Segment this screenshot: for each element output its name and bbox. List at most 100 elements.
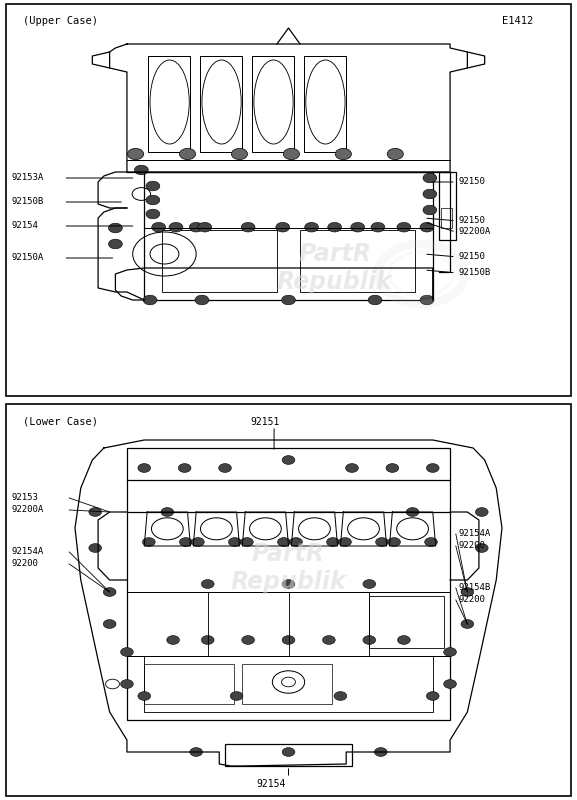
Circle shape xyxy=(228,538,241,546)
Circle shape xyxy=(201,635,214,645)
Circle shape xyxy=(335,149,351,160)
Text: 92200: 92200 xyxy=(12,559,39,569)
Circle shape xyxy=(179,149,196,160)
Circle shape xyxy=(89,508,102,517)
Circle shape xyxy=(108,239,122,249)
Bar xyxy=(225,744,352,766)
Circle shape xyxy=(278,538,290,546)
Circle shape xyxy=(334,691,347,701)
Bar xyxy=(144,656,433,712)
Text: PartR
Republik: PartR Republik xyxy=(231,542,346,594)
Circle shape xyxy=(146,210,160,218)
Circle shape xyxy=(425,538,437,546)
Circle shape xyxy=(178,464,191,472)
Bar xyxy=(144,664,234,704)
Bar xyxy=(252,56,294,152)
Text: 92153A: 92153A xyxy=(12,174,44,182)
Text: (Lower Case): (Lower Case) xyxy=(23,416,98,426)
Bar xyxy=(242,664,332,704)
Circle shape xyxy=(363,635,376,645)
Circle shape xyxy=(426,691,439,701)
Circle shape xyxy=(475,544,488,552)
Bar xyxy=(144,172,433,300)
Circle shape xyxy=(143,295,157,305)
Circle shape xyxy=(423,174,437,182)
Text: 92154: 92154 xyxy=(12,222,39,230)
Text: 92154A: 92154A xyxy=(12,547,44,557)
Text: 92153: 92153 xyxy=(12,494,39,502)
Circle shape xyxy=(386,464,399,472)
Text: 92151: 92151 xyxy=(251,417,280,427)
Circle shape xyxy=(103,619,116,629)
Circle shape xyxy=(146,195,160,205)
Circle shape xyxy=(387,149,403,160)
Circle shape xyxy=(423,206,437,214)
Circle shape xyxy=(167,635,179,645)
Circle shape xyxy=(134,166,148,174)
Circle shape xyxy=(368,295,382,305)
Text: 92150A: 92150A xyxy=(12,254,44,262)
Text: 92150B: 92150B xyxy=(459,268,491,278)
Circle shape xyxy=(138,691,151,701)
Text: 92150B: 92150B xyxy=(12,198,44,206)
Circle shape xyxy=(143,538,155,546)
Circle shape xyxy=(161,508,174,517)
Bar xyxy=(369,596,444,648)
Circle shape xyxy=(121,680,133,688)
Text: PartR
Republik: PartR Republik xyxy=(277,242,392,294)
Circle shape xyxy=(230,691,243,701)
Circle shape xyxy=(363,579,376,589)
Circle shape xyxy=(190,747,203,757)
Circle shape xyxy=(374,747,387,757)
Circle shape xyxy=(323,635,335,645)
Circle shape xyxy=(108,223,122,233)
Circle shape xyxy=(328,222,342,232)
Circle shape xyxy=(461,587,474,597)
Circle shape xyxy=(198,222,212,232)
Bar xyxy=(304,56,346,152)
Circle shape xyxy=(242,635,254,645)
Circle shape xyxy=(376,538,388,546)
Bar xyxy=(200,56,242,152)
Circle shape xyxy=(195,295,209,305)
Circle shape xyxy=(282,456,295,464)
Text: 92200A: 92200A xyxy=(459,227,491,237)
Circle shape xyxy=(282,635,295,645)
Text: 92150: 92150 xyxy=(459,252,486,262)
Circle shape xyxy=(327,538,339,546)
Circle shape xyxy=(283,149,299,160)
Circle shape xyxy=(444,648,456,656)
Circle shape xyxy=(420,295,434,305)
Bar xyxy=(148,56,190,152)
Circle shape xyxy=(241,538,253,546)
Bar xyxy=(127,448,450,720)
Text: (Upper Case): (Upper Case) xyxy=(23,16,98,26)
Bar xyxy=(441,208,452,228)
Text: 92154: 92154 xyxy=(257,779,286,789)
Circle shape xyxy=(179,538,192,546)
Circle shape xyxy=(128,149,144,160)
Bar xyxy=(439,172,456,240)
Circle shape xyxy=(169,222,183,232)
Bar xyxy=(300,230,415,292)
Circle shape xyxy=(146,182,160,190)
Circle shape xyxy=(89,544,102,552)
Bar xyxy=(162,230,277,292)
Text: 92200A: 92200A xyxy=(12,506,44,514)
Circle shape xyxy=(121,648,133,656)
Circle shape xyxy=(231,149,248,160)
Circle shape xyxy=(282,747,295,757)
Circle shape xyxy=(423,190,437,198)
Text: 92200: 92200 xyxy=(459,595,486,605)
Circle shape xyxy=(138,464,151,472)
Circle shape xyxy=(420,222,434,232)
Circle shape xyxy=(406,508,419,517)
Circle shape xyxy=(192,538,204,546)
Text: 92150: 92150 xyxy=(459,216,486,226)
Circle shape xyxy=(461,619,474,629)
Circle shape xyxy=(276,222,290,232)
Circle shape xyxy=(152,222,166,232)
Circle shape xyxy=(397,222,411,232)
Text: 92150: 92150 xyxy=(459,178,486,186)
Circle shape xyxy=(388,538,400,546)
